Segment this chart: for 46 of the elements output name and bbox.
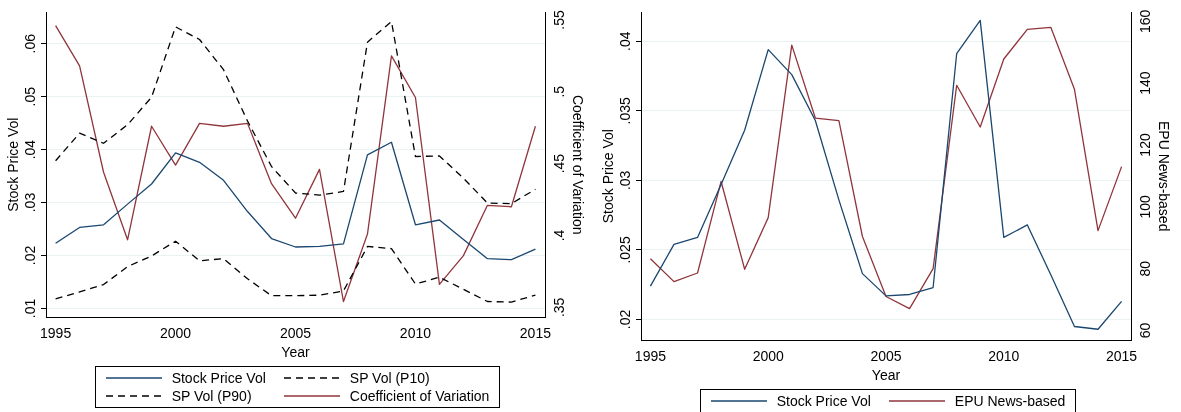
legend-label: Coefficient of Variation — [349, 388, 490, 404]
y2-tick-label: .35 — [550, 297, 567, 318]
x-tick-label: 2000 — [752, 347, 784, 364]
y-axis-title: Stock Price Vol — [600, 129, 617, 224]
x-tick-label: 1995 — [634, 347, 667, 364]
y2-tick-label: 160 — [1136, 9, 1153, 33]
y-tick-label: .02 — [616, 309, 633, 330]
line-series — [54, 20, 537, 205]
legend-label: EPU News-based — [954, 393, 1066, 409]
y2-tick-label: .5 — [550, 85, 567, 98]
y-tick-label: .025 — [616, 236, 633, 264]
x-tick-label: 2015 — [519, 324, 552, 341]
legend-label: Stock Price Vol — [776, 393, 871, 409]
y2-axis-title: Coefficient of Variation — [569, 94, 586, 235]
legend-label: SP Vol (P90) — [171, 388, 252, 404]
x-tick-label: 2005 — [279, 324, 312, 341]
y2-tick-label: 100 — [1136, 194, 1153, 219]
y2-axis-title: EPU News-based — [1155, 120, 1172, 232]
y-tick-label: .04 — [616, 31, 633, 51]
y-tick-label: .03 — [21, 192, 38, 213]
x-tick-label: 2005 — [870, 347, 902, 364]
y-tick-label: .03 — [616, 170, 633, 191]
y2-tick-label: 120 — [1136, 133, 1153, 157]
y2-tick-label: 140 — [1136, 71, 1153, 95]
x-axis-title: Year — [871, 367, 901, 384]
y2-tick-label: .4 — [550, 229, 567, 242]
y-tick-label: .05 — [21, 86, 38, 107]
y-tick-label: .01 — [21, 298, 38, 319]
y-tick-label: .06 — [21, 33, 38, 54]
y2-tick-label: 80 — [1136, 260, 1153, 277]
y2-tick-label: 60 — [1136, 322, 1153, 339]
legend-label: Stock Price Vol — [171, 370, 266, 386]
x-tick-label: 2000 — [159, 324, 192, 341]
y-axis-title: Stock Price Vol — [5, 117, 22, 212]
legend-label: SP Vol (P10) — [349, 370, 430, 386]
y2-tick-label: .55 — [550, 9, 567, 30]
x-tick-label: 1995 — [40, 324, 72, 341]
y2-tick-label: .45 — [550, 153, 567, 174]
y-tick-label: .04 — [21, 139, 38, 160]
x-tick-label: 2015 — [1106, 347, 1138, 364]
line-series — [54, 240, 537, 303]
y-tick-label: .02 — [21, 245, 38, 266]
x-tick-label: 2010 — [399, 324, 432, 341]
y-tick-label: .035 — [616, 96, 633, 125]
x-tick-label: 2010 — [988, 347, 1020, 364]
x-axis-title: Year — [281, 344, 310, 361]
